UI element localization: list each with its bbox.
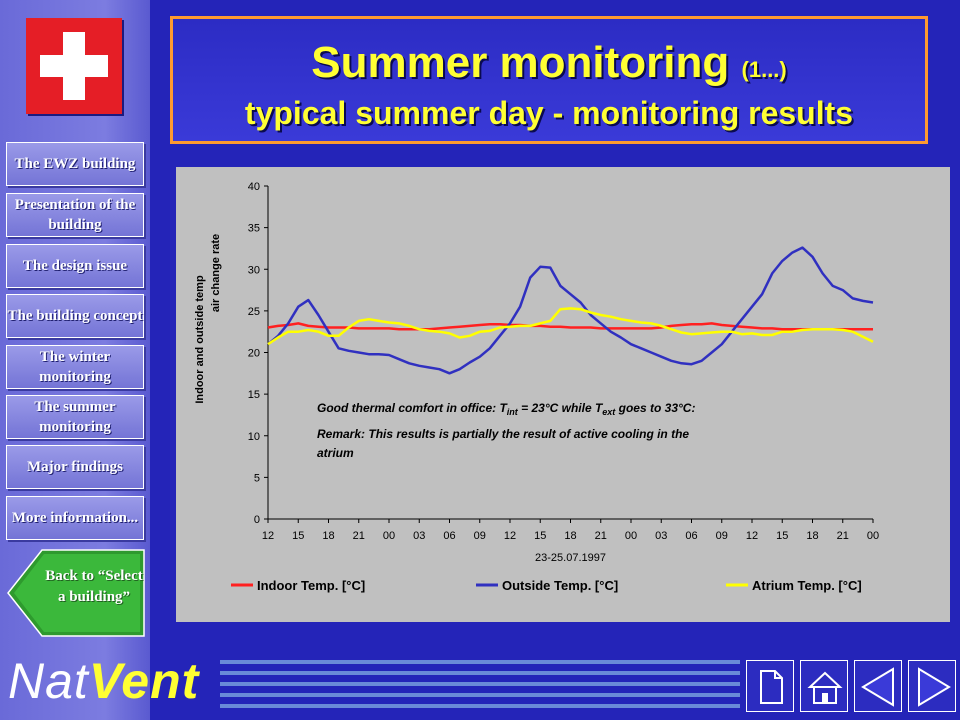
chart-svg: 0 5 10 15 20 25 30 35 40 12 15 18 21 00 03 06 09 12 15 18 21… xyxy=(194,181,879,593)
nav-presentation-button[interactable]: Presentation of the building xyxy=(6,193,144,237)
x-tick-label: 15 xyxy=(534,530,546,542)
y-tick-label: 15 xyxy=(248,389,260,401)
x-tick-label: 21 xyxy=(595,530,607,542)
x-tick-label: 00 xyxy=(867,530,879,542)
y-tick-label: 30 xyxy=(248,264,260,276)
document-icon xyxy=(760,670,783,704)
legend-label-2: Atrium Temp. [°C] xyxy=(752,578,862,593)
x-tick-label: 21 xyxy=(837,530,849,542)
nav-winter-monitoring-button[interactable]: The winter monitoring xyxy=(6,345,144,389)
x-tick-label: 12 xyxy=(504,530,516,542)
next-triangle-icon xyxy=(918,667,951,707)
annotation-subscript: int xyxy=(507,407,519,417)
back-to-select-building-button[interactable]: Back to “Select a building” xyxy=(6,548,146,640)
series-line-2 xyxy=(267,307,874,346)
nav-label: The summer monitoring xyxy=(34,399,116,435)
y-axis-label-line2: air change rate xyxy=(210,234,222,312)
x-tick-label: 09 xyxy=(474,530,486,542)
nav-label: The winter monitoring xyxy=(39,349,111,385)
y-tick-label: 10 xyxy=(248,431,260,443)
title-box: Summer monitoring (1...) typical summer … xyxy=(170,16,928,144)
x-tick-label: 06 xyxy=(685,530,697,542)
y-axis-label: Indoor and outside temp xyxy=(194,275,206,404)
page-subtitle: typical summer day - monitoring results xyxy=(244,95,854,131)
logo-nat: Nat xyxy=(8,653,89,709)
series-line-0 xyxy=(267,322,873,331)
home-icon xyxy=(807,671,843,704)
x-tick-label: 12 xyxy=(262,530,274,542)
annotation-remark: Remark: This results is partially the re… xyxy=(317,427,689,441)
annotation-comfort: Good thermal comfort in office: Tint = 2… xyxy=(317,401,695,417)
next-button[interactable] xyxy=(908,660,956,712)
back-label: Back to “Select a building” xyxy=(45,568,143,605)
natvent-logo: NatVent xyxy=(8,652,199,710)
back-arrow-icon xyxy=(7,549,145,637)
x-tick-label: 18 xyxy=(564,530,576,542)
x-tick-label: 00 xyxy=(383,530,395,542)
nav-label: More information... xyxy=(11,510,139,526)
nav-major-findings-button[interactable]: Major findings xyxy=(6,445,144,489)
y-tick-label: 35 xyxy=(248,223,260,235)
nav-label: Presentation of the building xyxy=(14,197,136,233)
previous-triangle-icon xyxy=(861,667,894,707)
y-tick-label: 25 xyxy=(248,306,260,318)
x-tick-label: 12 xyxy=(746,530,758,542)
nav-ewz-building-button[interactable]: The EWZ building xyxy=(6,142,144,186)
x-tick-label: 18 xyxy=(806,530,818,542)
annotation-remark-2: atrium xyxy=(317,446,354,460)
x-tick-label: 06 xyxy=(443,530,455,542)
y-tick-label: 40 xyxy=(248,181,260,193)
y-tick-label: 20 xyxy=(248,348,260,360)
annotation-subscript: ext xyxy=(602,407,616,417)
legend-label-0: Indoor Temp. [°C] xyxy=(257,578,365,593)
page-title: Summer monitoring (1...) xyxy=(173,39,925,94)
legend-label-1: Outside Temp. [°C] xyxy=(502,578,618,593)
home-button[interactable] xyxy=(800,660,848,712)
footer-stripes xyxy=(220,660,740,710)
x-tick-label: 21 xyxy=(353,530,365,542)
x-tick-label: 03 xyxy=(413,530,425,542)
y-tick-label: 0 xyxy=(254,514,260,526)
annotation-text: Good thermal comfort in office: T xyxy=(317,401,508,415)
x-tick-label: 18 xyxy=(322,530,334,542)
x-tick-label: 00 xyxy=(625,530,637,542)
nav-label: The EWZ building xyxy=(14,156,136,172)
series-line-1 xyxy=(267,246,874,375)
nav-building-concept-button[interactable]: The building concept xyxy=(6,294,144,338)
x-axis-label: 23-25.07.1997 xyxy=(535,552,606,564)
y-tick-label: 5 xyxy=(254,472,260,484)
annotation-text: = 23°C while T xyxy=(518,401,604,415)
nav-label: The design issue xyxy=(22,258,128,274)
nav-summer-monitoring-button[interactable]: The summer monitoring xyxy=(6,395,144,439)
x-tick-label: 15 xyxy=(776,530,788,542)
nav-design-issue-button[interactable]: The design issue xyxy=(6,244,144,288)
title-part-number: (1...) xyxy=(741,57,787,82)
temperature-chart: 0 5 10 15 20 25 30 35 40 12 15 18 21 00 03 06 09 12 15 18 21… xyxy=(176,167,950,622)
x-tick-label: 03 xyxy=(655,530,667,542)
previous-button[interactable] xyxy=(854,660,902,712)
title-main-text: Summer monitoring xyxy=(311,38,730,87)
document-button[interactable] xyxy=(746,660,794,712)
logo-vent: Vent xyxy=(88,653,200,709)
x-tick-label: 09 xyxy=(716,530,728,542)
swiss-flag-icon xyxy=(26,18,122,114)
nav-label: Major findings xyxy=(27,459,123,475)
x-tick-label: 15 xyxy=(292,530,304,542)
nav-label: The building concept xyxy=(7,308,143,324)
annotation-text: goes to 33°C: xyxy=(615,401,695,415)
nav-more-information-button[interactable]: More information... xyxy=(6,496,144,540)
